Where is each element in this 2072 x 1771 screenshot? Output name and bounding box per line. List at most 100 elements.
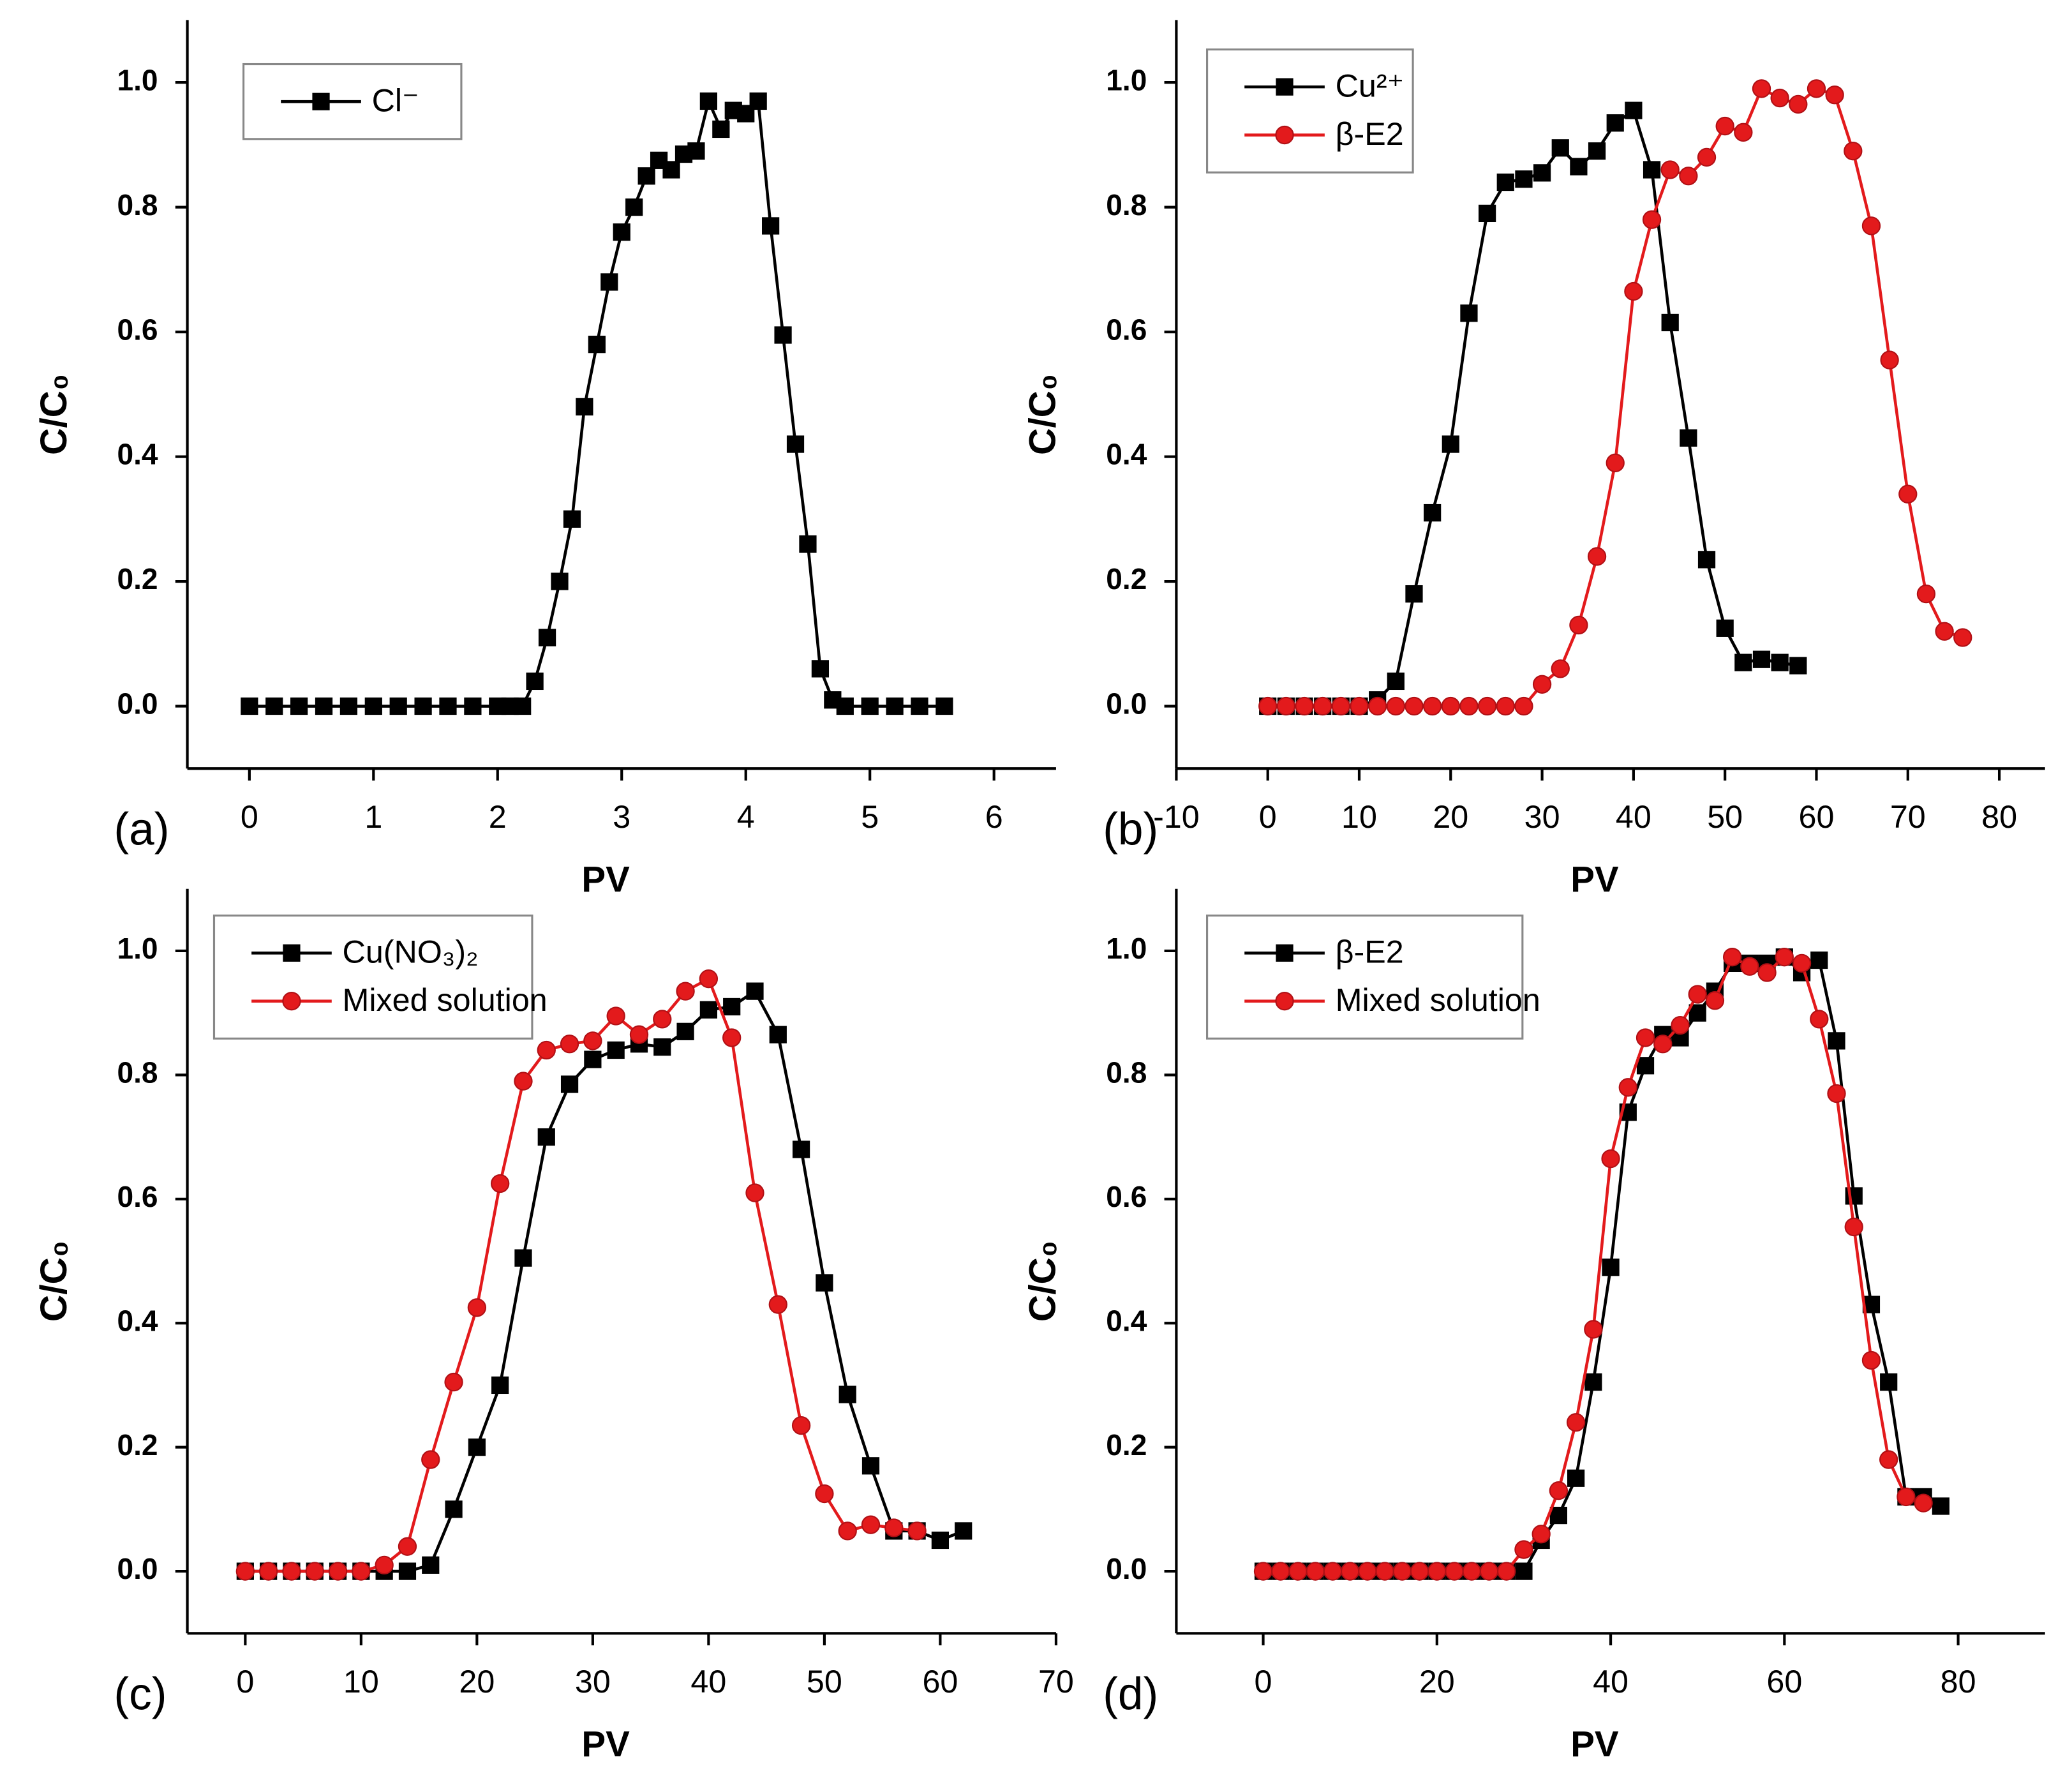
data-point	[1697, 551, 1716, 569]
x-tick-label: 0	[1255, 1664, 1272, 1700]
data-point	[576, 398, 593, 415]
data-point	[560, 1035, 579, 1054]
data-point	[1551, 659, 1570, 678]
data-point	[1722, 948, 1742, 967]
x-axis-label: PV	[1570, 859, 1619, 899]
data-point	[1879, 1450, 1898, 1469]
data-point	[588, 336, 606, 354]
data-point	[1752, 79, 1771, 98]
data-point	[1496, 696, 1515, 716]
y-tick-label: 0.4	[117, 438, 158, 471]
data-point	[629, 1025, 649, 1044]
data-point	[774, 326, 792, 344]
data-point	[1567, 1469, 1585, 1487]
data-point	[1479, 1562, 1499, 1581]
data-point	[1602, 1259, 1620, 1276]
data-point	[907, 1521, 927, 1541]
data-point	[1734, 654, 1752, 671]
data-point	[911, 697, 928, 715]
y-tick-label: 1.0	[1106, 932, 1147, 965]
x-tick-label: 50	[1707, 799, 1743, 835]
y-tick-label: 0.4	[117, 1304, 158, 1337]
data-point	[1935, 622, 1954, 641]
data-point	[389, 697, 407, 715]
data-point	[1549, 1506, 1568, 1525]
legend-marker	[1276, 944, 1293, 962]
data-point	[1442, 435, 1459, 453]
y-tick-label: 0.6	[117, 313, 158, 346]
data-point	[1715, 116, 1734, 136]
data-point	[1392, 1562, 1412, 1581]
data-point	[1606, 114, 1624, 132]
data-point	[625, 198, 643, 216]
data-point	[551, 572, 569, 590]
data-point	[1323, 1562, 1343, 1581]
data-point	[414, 697, 432, 715]
data-point	[884, 1518, 904, 1537]
data-point	[1515, 1562, 1533, 1580]
series-line	[1267, 86, 1964, 708]
data-point	[637, 167, 655, 185]
data-point	[1688, 1004, 1706, 1022]
data-point	[514, 697, 532, 715]
x-tick-label: 80	[1981, 799, 2017, 835]
data-point	[1331, 696, 1351, 716]
data-point	[1288, 1562, 1308, 1581]
data-point	[836, 697, 854, 715]
data-point	[1551, 139, 1569, 157]
data-point	[722, 1028, 742, 1047]
y-tick-label: 0.8	[117, 188, 158, 221]
x-tick-label: 4	[737, 799, 755, 835]
data-point	[786, 435, 805, 453]
data-point	[563, 510, 581, 528]
series-line	[1267, 108, 1799, 708]
data-point	[258, 1562, 278, 1581]
data-point	[1584, 1373, 1602, 1391]
data-point	[861, 697, 879, 715]
series-line	[245, 989, 964, 1573]
data-point	[445, 1500, 463, 1518]
data-point	[815, 1484, 834, 1504]
x-tick-label: 30	[575, 1664, 611, 1700]
data-point	[816, 1274, 833, 1292]
panel-label: (a)	[114, 805, 169, 855]
legend-label: Cu(NO₃)₂	[343, 934, 479, 970]
x-tick-label: 5	[861, 799, 879, 835]
data-point	[468, 1438, 486, 1456]
data-point	[1827, 1084, 1846, 1103]
x-tick-label: 40	[1593, 1664, 1629, 1700]
legend-marker	[283, 944, 301, 962]
x-tick-label: 40	[1616, 799, 1651, 835]
data-point	[687, 142, 705, 160]
x-tick-label: 0	[236, 1664, 254, 1700]
data-point	[584, 1050, 602, 1068]
data-point	[1618, 1078, 1637, 1097]
data-point	[1497, 1562, 1516, 1581]
panel-label: (c)	[114, 1670, 167, 1720]
data-point	[1566, 1413, 1586, 1432]
y-tick-label: 0.4	[1106, 438, 1147, 471]
y-tick-label: 0.6	[117, 1180, 158, 1213]
legend-label: β-E2	[1336, 934, 1404, 970]
data-point	[1679, 167, 1698, 186]
x-axis-label: PV	[1570, 1724, 1619, 1764]
data-point	[352, 1562, 371, 1581]
x-tick-label: 1	[364, 799, 382, 835]
y-tick-label: 0.8	[1106, 1056, 1147, 1089]
x-tick-label: 60	[1766, 1664, 1802, 1700]
x-tick-label: 40	[690, 1664, 726, 1700]
data-point	[1624, 281, 1643, 301]
data-point	[1757, 963, 1777, 982]
data-point	[328, 1562, 348, 1581]
x-tick-label: 0	[241, 799, 258, 835]
data-point	[1271, 1562, 1290, 1581]
y-tick-label: 0.4	[1106, 1304, 1147, 1337]
y-axis-label: C/C₀	[33, 374, 75, 455]
legend-box	[1206, 48, 1414, 174]
y-axis-label: C/C₀	[1022, 1241, 1064, 1322]
data-point	[467, 1298, 487, 1317]
panel-label: (b)	[1103, 805, 1158, 855]
data-point	[339, 697, 358, 715]
data-point	[1253, 1562, 1273, 1581]
data-point	[1642, 210, 1662, 229]
